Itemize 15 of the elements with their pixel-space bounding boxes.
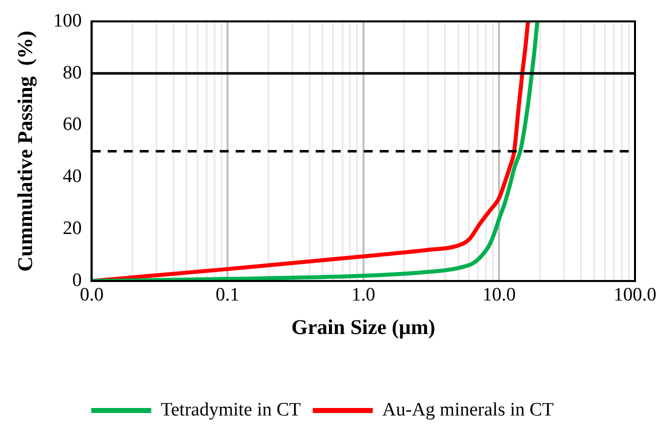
y-tick-label: 100 xyxy=(53,10,82,32)
x-tick-label: 100.0 xyxy=(614,284,656,306)
x-tick-label: 10.0 xyxy=(482,284,516,306)
x-axis-title: Grain Size (µm) xyxy=(291,314,436,339)
y-tick-label: 20 xyxy=(62,218,82,240)
y-tick-label: 60 xyxy=(62,114,82,136)
y-tick-label: 80 xyxy=(62,62,82,84)
y-tick-label: 40 xyxy=(62,166,82,188)
legend-label: Tetradymite in CT xyxy=(160,399,302,420)
x-tick-label: 0.1 xyxy=(216,284,240,306)
y-tick-label: 0 xyxy=(72,270,82,291)
y-axis-title: Cummulative Passing (%) xyxy=(13,30,38,272)
x-tick-label: 1.0 xyxy=(351,284,376,306)
legend-label: Au-Ag minerals in CT xyxy=(382,399,554,420)
x-tick-label: 0.0 xyxy=(80,284,104,306)
